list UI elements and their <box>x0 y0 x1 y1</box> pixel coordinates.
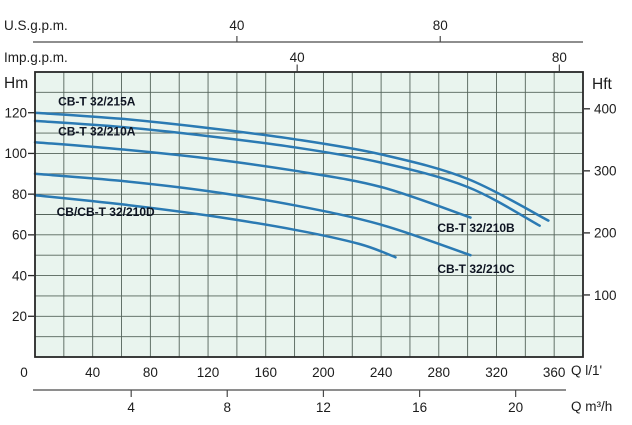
q-l1-tick-label: 0 <box>20 365 28 380</box>
hm-tick-label: 100 <box>4 146 27 161</box>
m3h-tick-label: 4 <box>127 400 135 415</box>
imp-gpm-tick-label: 80 <box>552 50 567 65</box>
pump-curve-cb-t-32-210a <box>33 119 541 227</box>
m3h-tick-label: 16 <box>412 400 427 415</box>
us-gpm-tick-label: 40 <box>229 18 244 33</box>
q-l1-tick-label: 120 <box>197 365 220 380</box>
hm-tick-label: 60 <box>12 228 27 243</box>
pump-curve-cb-t-32-210c <box>33 172 472 257</box>
hm-tick-label: 80 <box>12 187 27 202</box>
hm-tick-label: 40 <box>12 268 27 283</box>
q-l1-tick-label: 240 <box>370 365 393 380</box>
m3h-tick-label: 20 <box>508 400 523 415</box>
bottom-m3h-axis-title: Q m³/h <box>571 399 612 414</box>
pump-curve-cb-t-32-210b <box>33 140 472 219</box>
q-l1-tick-label: 280 <box>428 365 451 380</box>
chart-axes-layer: 40 80 40 80 20 40 60 80 100 120 100 200 300 400 0 40 80 1… <box>4 18 616 415</box>
q-l1-tick-label: 160 <box>254 365 277 380</box>
m3h-tick-label: 8 <box>223 400 231 415</box>
imp-gpm-axis-title: Imp.g.p.m. <box>4 50 68 65</box>
q-l1-tick-label: 40 <box>85 365 100 380</box>
m3h-tick-label: 12 <box>316 400 331 415</box>
q-l1-tick-label: 200 <box>312 365 335 380</box>
imp-gpm-tick-label: 40 <box>290 50 305 65</box>
us-gpm-tick-label: 80 <box>433 18 448 33</box>
q-l1-tick-label: 320 <box>485 365 508 380</box>
plot-frame <box>34 71 584 358</box>
pump-curve-cb-cb-t-32-210d <box>33 193 397 259</box>
hm-tick-label: 120 <box>4 106 27 121</box>
chart-plot-layer <box>33 71 584 358</box>
hm-tick-label: 20 <box>12 309 27 324</box>
series-label-cb-cb-t-32-210d: CB/CB-T 32/210D <box>57 205 155 219</box>
bottom-l1-axis-title: Q l/1' <box>571 363 602 378</box>
us-gpm-axis-title: U.S.g.p.m. <box>4 18 68 33</box>
hft-tick-label: 200 <box>594 226 617 241</box>
pump-curve-cb-t-32-215a <box>33 111 550 222</box>
q-l1-tick-label: 80 <box>143 365 158 380</box>
hft-tick-label: 400 <box>594 102 617 117</box>
series-label-cb-t-32-215a: CB-T 32/215A <box>58 95 136 109</box>
series-label-cb-t-32-210c: CB-T 32/210C <box>437 262 515 276</box>
right-axis-title: Hft <box>592 76 613 93</box>
q-l1-tick-label: 360 <box>543 365 566 380</box>
series-label-cb-t-32-210a: CB-T 32/210A <box>58 124 136 138</box>
left-axis-title: Hm <box>4 75 28 92</box>
series-label-cb-t-32-210b: CB-T 32/210B <box>437 221 515 235</box>
hft-tick-label: 300 <box>594 164 617 179</box>
hft-tick-label: 100 <box>594 288 617 303</box>
